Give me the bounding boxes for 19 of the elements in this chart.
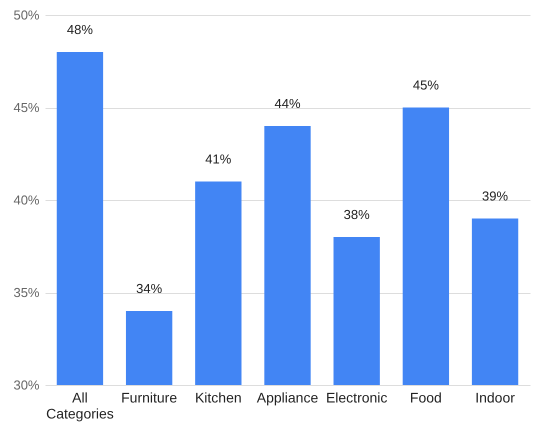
- data-label: 34%: [136, 281, 163, 296]
- data-label: 44%: [274, 96, 301, 111]
- x-tick-label: Kitchen: [194, 390, 242, 406]
- y-tick-label: 30%: [13, 378, 40, 392]
- y-tick-label: 45%: [13, 100, 40, 115]
- x-tick-label: Food: [410, 390, 442, 406]
- y-tick-label: 50%: [13, 8, 40, 22]
- x-tick-label: Appliance: [256, 390, 318, 406]
- data-label: 45%: [412, 78, 440, 92]
- x-tick-label: All Categories: [46, 390, 114, 422]
- data-label: 48%: [66, 22, 94, 37]
- data-label: 41%: [205, 152, 232, 166]
- x-tick-label: Furniture: [121, 390, 178, 406]
- data-label: 39%: [482, 188, 509, 204]
- y-tick-label: 35%: [13, 285, 40, 300]
- data-label: 38%: [344, 207, 370, 222]
- x-tick-label: Electronic: [326, 390, 388, 406]
- x-tick-label: Indoor: [475, 390, 516, 406]
- y-tick-label: 40%: [13, 192, 40, 208]
